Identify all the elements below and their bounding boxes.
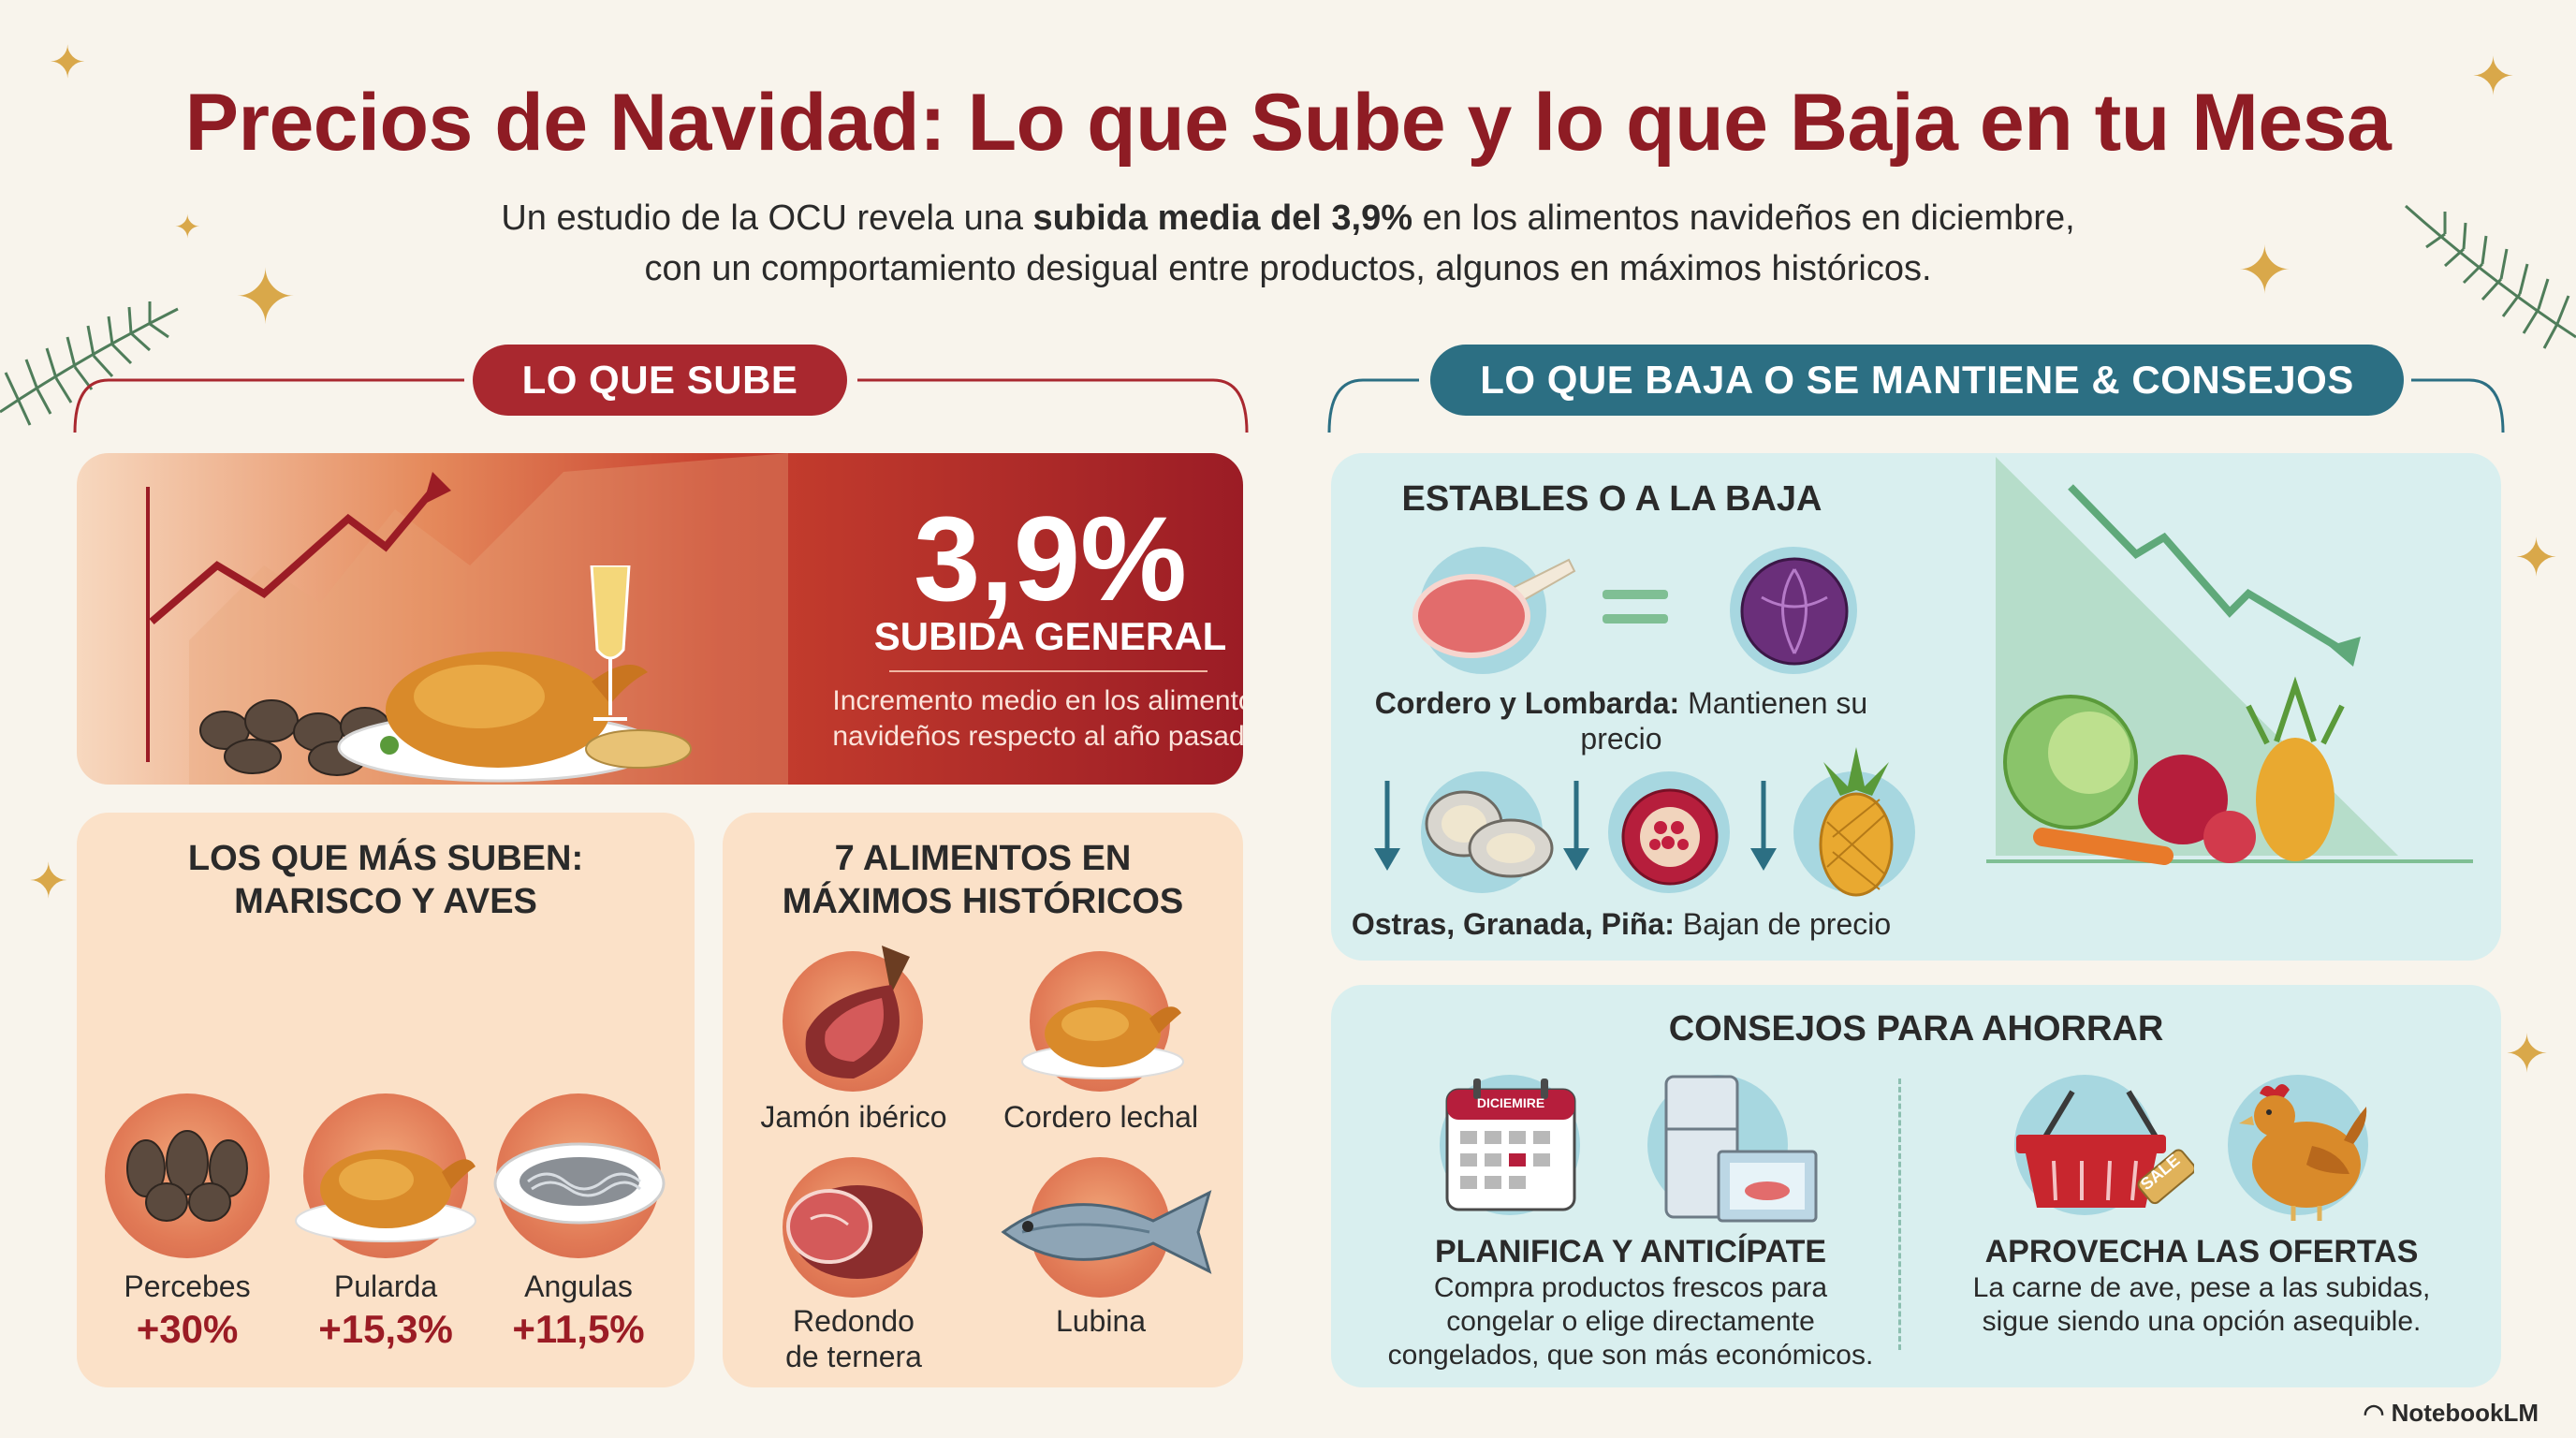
record-highs-title: 7 ALIMENTOS EN MÁXIMOS HISTÓRICOS [782, 839, 1184, 921]
angulas-icon [493, 1142, 666, 1225]
pine-branch-left-icon [0, 301, 179, 426]
page-subtitle: Un estudio de la OCU revela una subida m… [501, 198, 2075, 288]
lamb-chop-icon [1412, 558, 1576, 658]
down-arrow-icon [1374, 781, 1400, 871]
notebooklm-icon: ◠ [2363, 1399, 2392, 1427]
lubina-icon [1001, 1190, 1212, 1274]
hero-label: SUBIDA GENERAL [873, 614, 1227, 658]
hero-description: Incremento medio en los alimentos navideñ… [832, 685, 1243, 752]
calendar-label: DICIEMIRE [1476, 1095, 1545, 1110]
section-bracket-left [73, 378, 1249, 433]
top-risers-title: LOS QUE MÁS SUBEN: MARISCO Y AVES [187, 839, 584, 921]
pomegranate-icon [1621, 788, 1719, 886]
page-title: Precios de Navidad: Lo que Sube y lo que… [184, 78, 2392, 168]
record-item-label: Lubina [1055, 1304, 1147, 1338]
star-icon: ✦ [174, 210, 201, 245]
equals-icon [1603, 590, 1668, 624]
section-title-drops: LO QUE BAJA O SE MANTIENE & CONSEJOS [1430, 345, 2404, 416]
pineapple-icon [1819, 747, 1894, 897]
riser-percentage: +11,5% [512, 1307, 645, 1351]
freezer-icon [1664, 1075, 1818, 1223]
riser-name: Angulas [524, 1269, 633, 1303]
record-item-label: Jamón ibérico [760, 1100, 947, 1134]
tip-plan-body: Compra productos frescos para congelar o … [1387, 1272, 1874, 1371]
down-arrow-icon [1750, 781, 1777, 871]
hero-divider [889, 670, 1208, 672]
redondo-ternera-icon [786, 1185, 923, 1279]
riser-name: Percebes [124, 1269, 251, 1303]
turron-icon [585, 729, 692, 769]
star-icon: ✦ [2237, 234, 2292, 307]
stable-caption: Cordero y Lombarda: Mantienen su precio [1374, 686, 1868, 756]
tips-card: CONSEJOS PARA AHORRAR DICIEMIRE PLANIFIC… [1331, 985, 2501, 1387]
riser-percentage: +30% [136, 1307, 239, 1351]
red-cabbage-icon [1740, 557, 1849, 666]
record-item-label: Redondo de ternera [785, 1304, 922, 1373]
tip-offers-title: APROVECHA LAS OFERTAS [1984, 1234, 2419, 1269]
tip-plan-title: PLANIFICA Y ANTICÍPATE [1434, 1234, 1827, 1269]
pularda-icon [295, 1150, 476, 1242]
rising-chart-icon [146, 453, 788, 785]
hero-value: 3,9% [914, 492, 1187, 626]
champagne-glass-icon [590, 565, 631, 721]
riser-percentage: +15,3% [318, 1307, 453, 1351]
section-bracket-right [1327, 378, 2505, 433]
stable-card: ESTABLES O A LA BAJA Cordero y Lombarda:… [1331, 453, 2501, 961]
hero-card: 3,9% SUBIDA GENERAL Incremento medio en … [77, 453, 1243, 785]
hen-icon [2239, 1084, 2367, 1221]
top-risers-card: LOS QUE MÁS SUBEN: MARISCO Y AVES Percebe… [77, 813, 695, 1387]
tip-offers-body: La carne de ave, pese a las subidas, sigu… [1972, 1272, 2431, 1337]
tips-title: CONSEJOS PARA AHORRAR [1668, 1009, 2164, 1049]
star-icon: ✦ [2471, 47, 2515, 106]
section-title-rises: LO QUE SUBE [473, 345, 847, 416]
down-caption: Ostras, Granada, Piña: Bajan de precio [1351, 907, 1892, 941]
percebes-icon [126, 1130, 248, 1222]
tips-divider [1898, 1078, 1901, 1350]
brand-footer: ◠ NotebookLM [2363, 1399, 2539, 1427]
record-highs-card: 7 ALIMENTOS EN MÁXIMOS HISTÓRICOS Jamón i… [723, 813, 1243, 1387]
shopping-basket-icon [2016, 1090, 2194, 1208]
star-icon: ✦ [234, 256, 298, 339]
cordero-lechal-icon [1021, 1000, 1184, 1079]
riser-name: Pularda [333, 1269, 438, 1303]
jamon-iberico-icon [805, 946, 910, 1078]
vegetables-basket-icon [2003, 676, 2345, 865]
down-arrow-icon [1563, 781, 1589, 871]
oysters-icon [1425, 790, 1554, 878]
star-icon: ✦ [2514, 528, 2558, 587]
calendar-icon [1445, 1078, 1576, 1211]
record-item-label: Cordero lechal [1003, 1100, 1199, 1134]
pine-branch-right-icon [2405, 204, 2576, 349]
stable-title: ESTABLES O A LA BAJA [1401, 479, 1822, 519]
star-icon: ✦ [2505, 1024, 2549, 1083]
star-icon: ✦ [28, 855, 69, 909]
star-icon: ✦ [49, 38, 87, 88]
